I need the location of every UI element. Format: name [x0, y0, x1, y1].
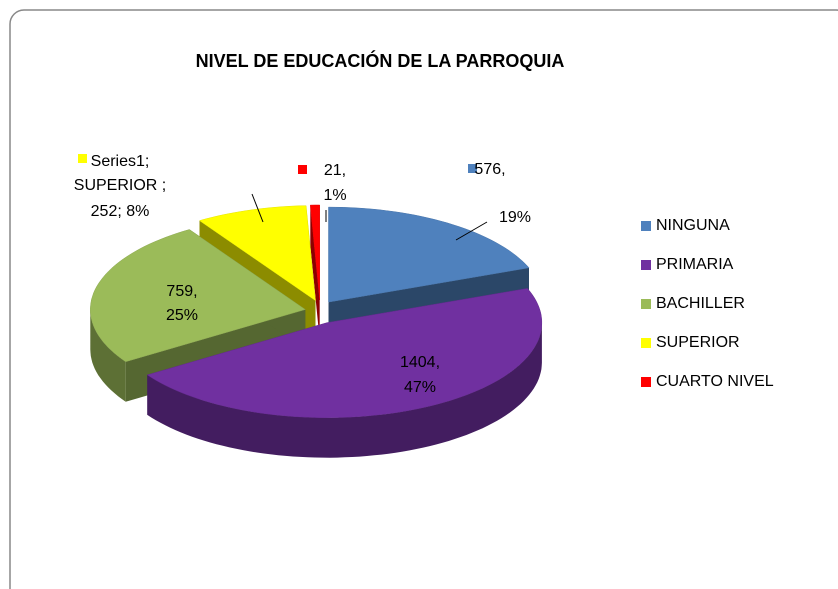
leader-line — [251, 193, 264, 223]
data-label: 25% — [166, 307, 198, 324]
slice — [198, 205, 316, 302]
data-label: 21, — [324, 162, 346, 179]
slice-cut-face — [310, 205, 320, 340]
leader-line — [455, 221, 488, 241]
legend-key — [641, 260, 651, 270]
slice — [146, 288, 543, 418]
data-label: 576, — [474, 161, 505, 178]
slice-side — [90, 309, 126, 402]
label-key — [298, 165, 307, 174]
legend-label: BACHILLER — [656, 295, 745, 312]
label-key — [378, 355, 387, 364]
data-label: 1% — [323, 187, 346, 204]
legend-label: NINGUNA — [656, 217, 730, 234]
data-label: 759, — [166, 283, 197, 300]
label-key — [78, 154, 87, 163]
data-label: SUPERIOR ; — [74, 177, 166, 194]
slice-side — [147, 322, 542, 458]
data-label: 252; 8% — [91, 203, 150, 220]
data-label: 19% — [499, 209, 531, 226]
legend-label: PRIMARIA — [656, 256, 734, 273]
slice — [328, 206, 530, 303]
label-key — [468, 164, 477, 173]
data-label: 1404, — [400, 354, 440, 371]
data-label: 47% — [404, 379, 436, 396]
legend-label: SUPERIOR — [656, 334, 740, 351]
data-label: Series1; — [91, 153, 150, 170]
legend-label: CUARTO NIVEL — [656, 373, 774, 390]
slice — [310, 204, 320, 301]
legend-key — [641, 377, 651, 387]
chart-title: NIVEL DE EDUCACIÓN DE LA PARROQUIA — [196, 50, 565, 71]
slice — [90, 229, 306, 362]
legend-key — [641, 299, 651, 309]
legend-key — [641, 338, 651, 348]
legend-key — [641, 221, 651, 231]
label-key — [140, 285, 149, 294]
